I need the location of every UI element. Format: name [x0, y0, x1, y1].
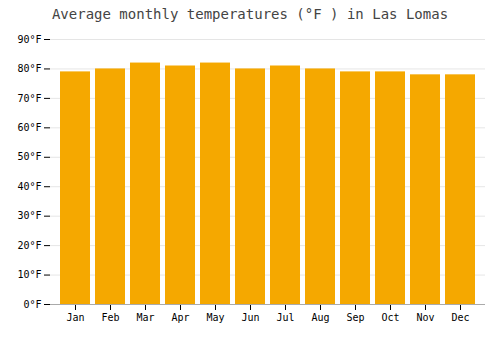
- svg-text:70°F: 70°F: [17, 93, 41, 104]
- svg-text:Jul: Jul: [276, 312, 294, 323]
- svg-text:Sep: Sep: [346, 312, 364, 323]
- svg-text:Aug: Aug: [311, 312, 329, 323]
- html-text:Average monthly temperatures (: Average monthly temperatures (°F ) in La…: [51, 6, 449, 22]
- svg-text:Nov: Nov: [416, 312, 434, 323]
- svg-text:Oct: Oct: [381, 312, 399, 323]
- svg-text:Feb: Feb: [101, 312, 119, 323]
- svg-text:90°F: 90°F: [17, 34, 41, 45]
- svg-text:Mar: Mar: [136, 312, 154, 323]
- svg-text:Apr: Apr: [171, 312, 189, 323]
- svg-text:0°F: 0°F: [23, 299, 41, 310]
- svg-text:May: May: [206, 312, 224, 323]
- svg-text:Dec: Dec: [451, 312, 469, 323]
- svg-text:30°F: 30°F: [17, 210, 41, 221]
- svg-text:10°F: 10°F: [17, 269, 41, 280]
- svg-text:20°F: 20°F: [17, 240, 41, 251]
- svg-text:80°F: 80°F: [17, 63, 41, 74]
- svg-text:50°F: 50°F: [17, 151, 41, 162]
- svg-text:60°F: 60°F: [17, 122, 41, 133]
- svg-text:40°F: 40°F: [17, 181, 41, 192]
- svg-text:Jan: Jan: [66, 312, 84, 323]
- svg-text:Jun: Jun: [241, 312, 259, 323]
